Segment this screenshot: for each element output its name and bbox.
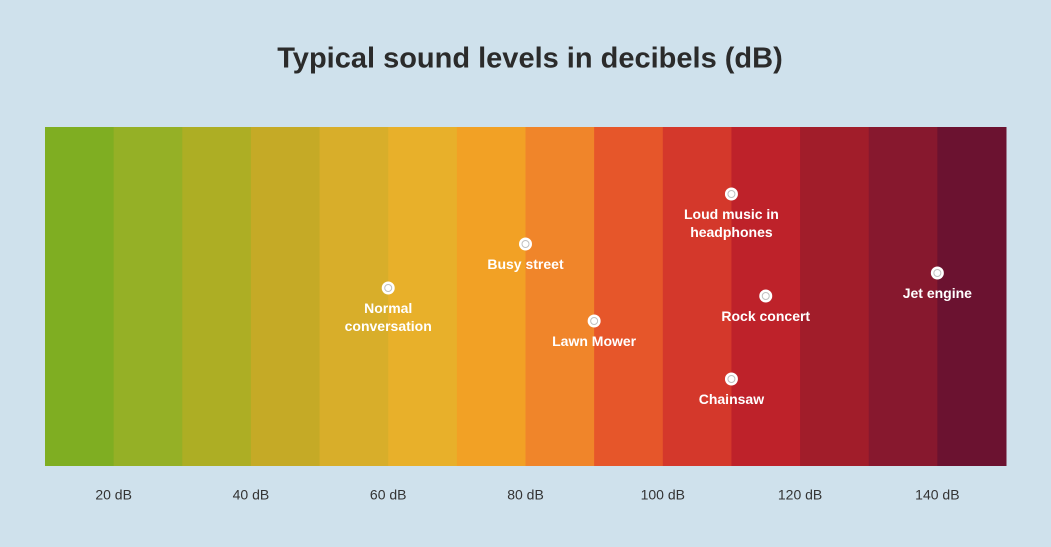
- band: [525, 127, 595, 466]
- x-tick-label: 80 dB: [507, 487, 544, 503]
- band: [937, 127, 1007, 466]
- point-label: Loud music in headphones: [683, 206, 779, 240]
- dot: [759, 289, 773, 303]
- point-label: Rock concert: [721, 308, 811, 324]
- chart-title: Typical sound levels in decibels (dB): [277, 43, 782, 75]
- band: [45, 127, 115, 466]
- band: [456, 127, 526, 466]
- dot: [930, 266, 944, 280]
- dot: [587, 314, 601, 328]
- band: [662, 127, 732, 466]
- dot-ring: [933, 269, 942, 277]
- x-tick-label: 100 dB: [641, 487, 685, 503]
- point-label: Jet engine: [902, 285, 972, 301]
- dot-ring: [761, 292, 770, 300]
- dot: [519, 237, 532, 251]
- band: [800, 127, 870, 466]
- band: [388, 127, 458, 466]
- dot: [381, 281, 395, 295]
- x-tick-label: 20 dB: [95, 487, 132, 503]
- dot-ring: [384, 284, 393, 292]
- band: [868, 127, 938, 466]
- point-label: Normal conversation: [344, 300, 432, 334]
- point-label: Busy street: [487, 256, 564, 272]
- band: [319, 127, 389, 466]
- x-tick-label: 140 dB: [915, 487, 959, 503]
- band: [113, 127, 183, 466]
- dot-ring: [727, 190, 736, 198]
- dot-ring: [727, 375, 736, 383]
- x-tick-label: 120 dB: [778, 487, 822, 503]
- dot-ring: [590, 317, 599, 325]
- point-label: Lawn Mower: [552, 333, 637, 349]
- dot-ring: [521, 240, 530, 248]
- dot: [724, 187, 738, 201]
- x-tick-label: 40 dB: [233, 487, 270, 503]
- band: [594, 127, 664, 466]
- point-label: Chainsaw: [698, 391, 765, 407]
- band: [182, 127, 252, 466]
- band: [250, 127, 321, 466]
- x-tick-label: 60 dB: [370, 487, 407, 503]
- dot: [724, 372, 738, 386]
